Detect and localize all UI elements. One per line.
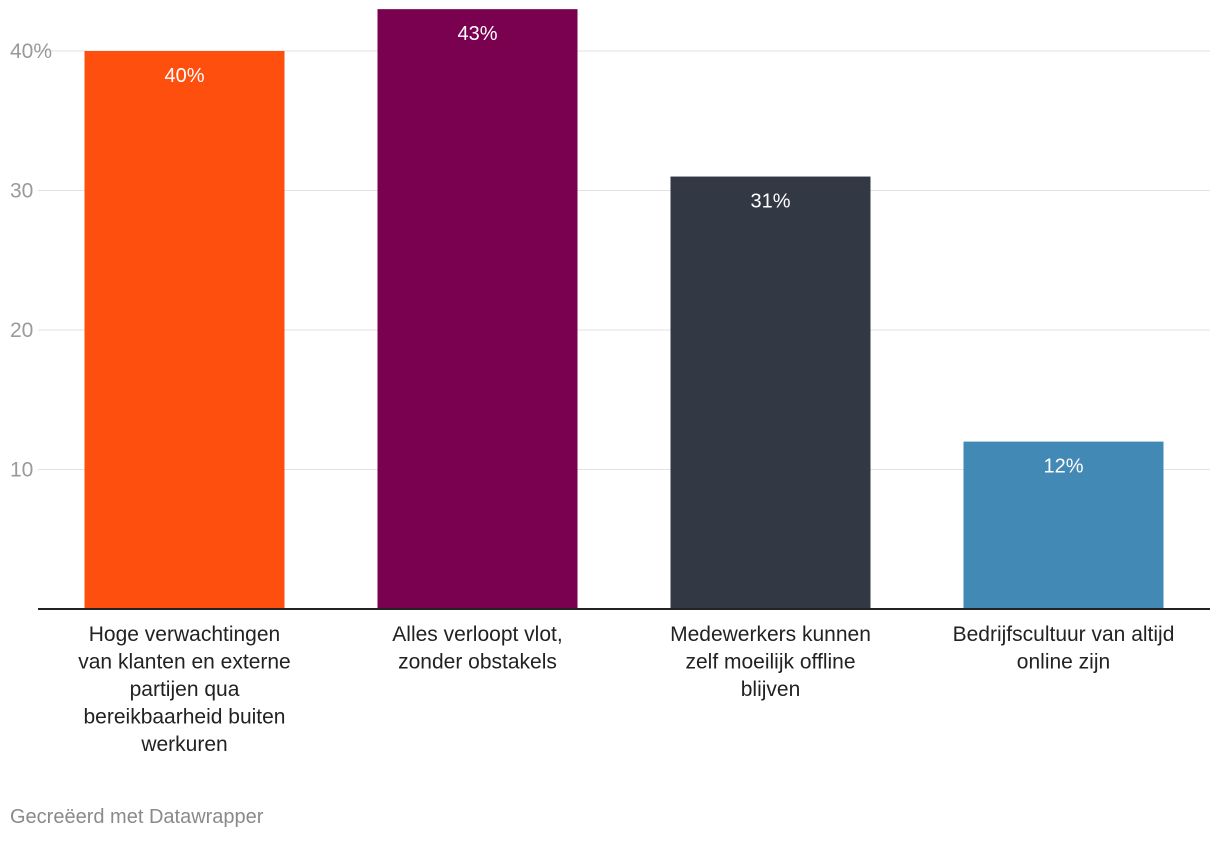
bar-4 xyxy=(963,441,1164,609)
y-tick-label-20: 20 xyxy=(10,319,33,342)
category-label-line: van klanten en externe xyxy=(78,651,290,674)
bar-value-label-1: 40% xyxy=(164,65,204,87)
category-label-line: Hoge verwachtingen xyxy=(89,623,280,646)
credit-text: Gecreëerd met Datawrapper xyxy=(10,806,264,828)
bar-value-label-3: 31% xyxy=(750,191,790,213)
category-label-line: online zijn xyxy=(1017,651,1110,674)
bar-value-label-2: 43% xyxy=(457,23,497,45)
bar-value-label-4: 12% xyxy=(1043,456,1083,478)
y-tick-label-10: 10 xyxy=(10,459,33,482)
category-label-line: blijven xyxy=(741,678,801,701)
category-label-line: Alles verloopt vlot, xyxy=(392,623,562,646)
bar-3 xyxy=(670,176,871,610)
category-label-line: Bedrijfscultuur van altijd xyxy=(953,623,1175,646)
category-label-2: Alles verloopt vlot, zonder obstakels xyxy=(392,623,562,674)
labels-layer: 40% Hoge verwachtingen van klanten en exte… xyxy=(78,23,1174,756)
category-label-1: Hoge verwachtingen van klanten en externe… xyxy=(78,623,290,756)
category-label-line: bereikbaarheid buiten xyxy=(84,706,286,729)
y-tick-label-30: 30 xyxy=(10,180,33,203)
y-tick-label-40: 40% xyxy=(10,40,52,63)
bar-2 xyxy=(377,9,578,609)
bar-1 xyxy=(84,51,285,609)
category-label-line: Medewerkers kunnen xyxy=(670,623,871,646)
category-label-line: werkuren xyxy=(140,733,227,756)
category-label-line: zonder obstakels xyxy=(398,651,557,674)
bars-layer xyxy=(84,9,1164,610)
category-label-4: Bedrijfscultuur van altijd online zijn xyxy=(953,623,1175,674)
category-label-3: Medewerkers kunnen zelf moeilijk offline b… xyxy=(670,623,871,701)
category-label-line: zelf moeilijk offline xyxy=(685,651,855,674)
category-label-line: partijen qua xyxy=(130,678,240,701)
